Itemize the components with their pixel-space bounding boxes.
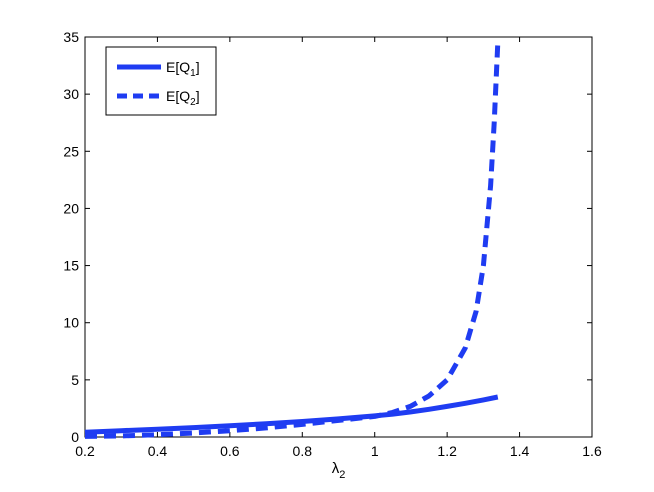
x-axis-label: λ2: [332, 460, 346, 481]
y-tick-label: 0: [71, 429, 79, 445]
y-tick-label: 25: [63, 143, 79, 159]
x-tick-label: 0.8: [293, 443, 313, 459]
y-tick-label: 10: [63, 315, 79, 331]
x-axis-ticks: 0.2 0.4 0.6 0.8 1 1.2 1.4 1.6: [75, 37, 602, 459]
y-tick-label: 20: [63, 200, 79, 216]
legend-label-eq2-end: ]: [196, 88, 200, 104]
x-tick-label: 0.4: [148, 443, 168, 459]
y-tick-label: 30: [63, 86, 79, 102]
legend-label-eq1-end: ]: [196, 59, 200, 75]
legend-label-eq2: E[Q2]: [166, 88, 200, 108]
series-line-eq2: [84, 42, 501, 439]
x-tick-label: 1.4: [510, 443, 530, 459]
legend-box: [105, 46, 217, 116]
y-tick-label: 35: [63, 29, 79, 45]
x-tick-label: 1: [371, 443, 379, 459]
x-tick-label: 0.6: [220, 443, 240, 459]
series-layer: [84, 42, 501, 439]
x-tick-label: 1.2: [437, 443, 457, 459]
legend: E[Q1] E[Q2]: [105, 46, 217, 116]
legend-label-eq1-sub: 1: [190, 68, 196, 79]
x-tick-label: 1.6: [582, 443, 602, 459]
y-tick-label: 15: [63, 258, 79, 274]
x-axis-label-sub: 2: [339, 469, 345, 481]
y-tick-label: 5: [71, 372, 79, 388]
y-axis-ticks: 0 5 10 15 20 25 30 35: [63, 29, 592, 445]
legend-label-eq2-sub: 2: [190, 97, 196, 108]
legend-label-eq1-main: E[Q: [166, 59, 190, 75]
x-tick-label: 0.2: [75, 443, 95, 459]
legend-label-eq2-main: E[Q: [166, 88, 190, 104]
legend-label-eq1: E[Q1]: [166, 59, 200, 79]
x-axis-label-main: λ: [332, 460, 340, 477]
